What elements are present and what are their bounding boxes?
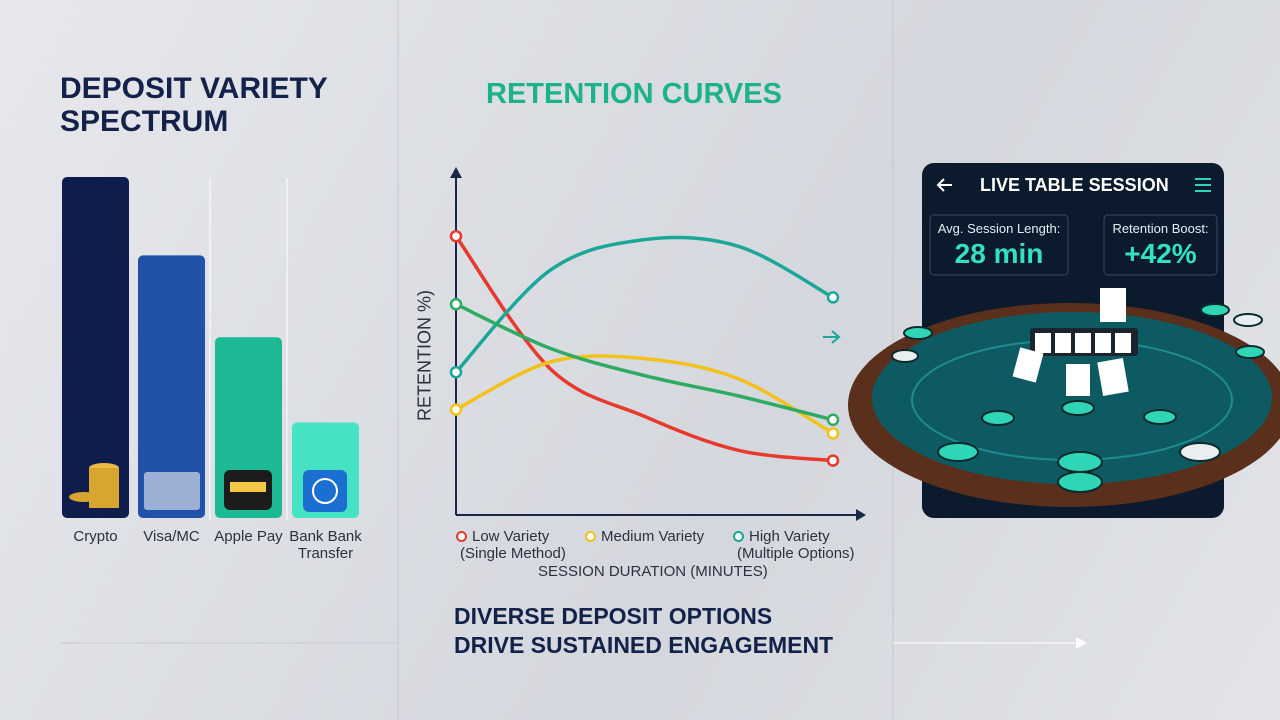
- point: [826, 291, 840, 304]
- legend-label: High Variety (Multiple Options): [737, 528, 855, 562]
- legend-swatch: [456, 531, 467, 542]
- bar: [138, 255, 205, 518]
- point: [826, 413, 840, 427]
- category-label: Apple Pay: [214, 528, 283, 545]
- point: [826, 454, 840, 467]
- line: [454, 302, 835, 422]
- point: [449, 365, 463, 379]
- y-axis-label: RETENTION %): [414, 290, 435, 422]
- point: [449, 297, 463, 311]
- category-label: Visa/MC: [143, 528, 200, 545]
- stat-value: +42%: [1124, 238, 1197, 269]
- category-label: Crypto: [73, 528, 118, 545]
- line: [454, 354, 835, 436]
- arrow: [450, 167, 462, 178]
- point: [826, 427, 840, 440]
- stat-label: Retention Boost:: [1112, 221, 1209, 236]
- arrow: [823, 330, 841, 344]
- bar-icons: [69, 463, 347, 512]
- x-axis-label: SESSION DURATION (MINUTES): [538, 563, 768, 580]
- chart-title: DEPOSIT VARIETY SPECTRUM: [60, 72, 328, 138]
- point: [449, 229, 463, 243]
- panel-title: LIVE TABLE SESSION: [980, 175, 1169, 195]
- line: [454, 234, 835, 463]
- legend-swatch: [733, 531, 744, 542]
- panel: [848, 163, 1280, 518]
- arrow: [856, 509, 866, 521]
- arrow: [1076, 637, 1087, 649]
- chart-title: RETENTION CURVES: [486, 78, 782, 110]
- bar: [62, 177, 129, 518]
- stat-label: Avg. Session Length:: [937, 221, 1061, 236]
- legend-label: Low Variety (Single Method): [460, 528, 566, 562]
- headline: DRIVE SUSTAINED ENGAGEMENT: [454, 632, 834, 658]
- stat-value: 28 min: [954, 238, 1044, 269]
- category-label: Bank Bank Transfer: [289, 528, 362, 562]
- legend-label: Medium Variety: [601, 528, 705, 545]
- headline: DIVERSE DEPOSIT OPTIONS: [454, 603, 773, 629]
- point: [449, 403, 463, 416]
- legend-swatch: [585, 531, 596, 542]
- line: [454, 235, 835, 374]
